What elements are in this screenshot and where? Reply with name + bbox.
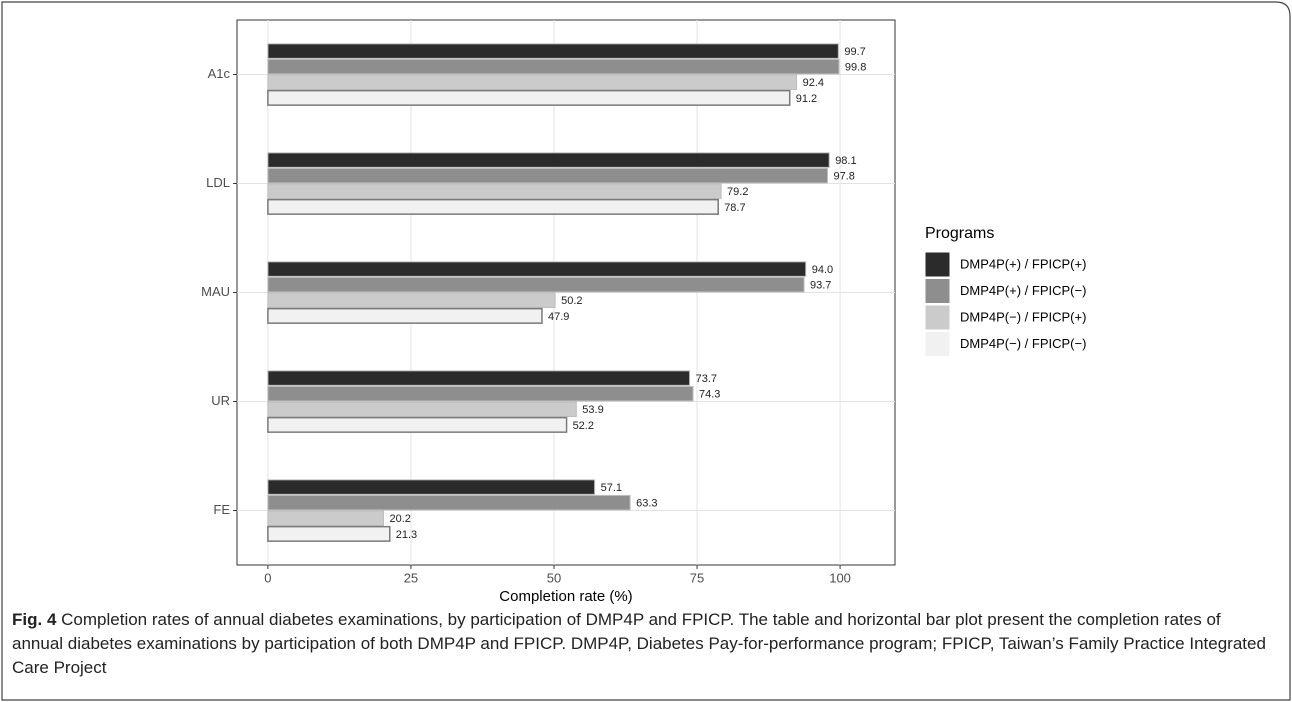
value-label: 53.9: [582, 404, 603, 416]
x-tick-label: 0: [264, 570, 271, 585]
bar: [267, 74, 798, 91]
x-tick-label: 100: [829, 570, 851, 585]
value-label: 92.4: [803, 77, 824, 89]
value-label: 97.8: [833, 171, 854, 183]
legend-label: DMP4P(+) / FPICP(+): [960, 256, 1086, 271]
value-label: 99.8: [845, 62, 866, 74]
legend-label: DMP4P(−) / FPICP(−): [960, 336, 1086, 351]
bar: [267, 494, 631, 511]
legend-title: Programs: [925, 225, 994, 242]
value-label: 78.7: [724, 202, 745, 214]
legend-key: [924, 331, 951, 357]
x-tick-label: 25: [404, 570, 418, 585]
y-tick-label: A1c: [208, 66, 231, 81]
legend-key: [924, 304, 951, 331]
value-label: 52.2: [573, 420, 594, 432]
y-tick-label: UR: [211, 393, 230, 408]
value-label: 21.3: [396, 529, 417, 541]
value-label: 79.2: [727, 186, 748, 198]
value-label: 74.3: [699, 389, 720, 401]
bar: [267, 370, 691, 386]
bar: [267, 58, 840, 75]
caption-text: Completion rates of annual diabetes exam…: [12, 610, 1266, 677]
bar: [267, 89, 791, 106]
bar: [267, 43, 839, 59]
value-label: 94.0: [812, 264, 833, 276]
bar: [267, 307, 543, 324]
bar: [267, 510, 384, 527]
value-label: 99.7: [844, 46, 865, 58]
legend-label: DMP4P(+) / FPICP(−): [960, 283, 1086, 298]
y-tick-label: MAU: [201, 284, 230, 299]
bar: [267, 401, 577, 418]
value-label: 50.2: [561, 295, 582, 307]
x-tick-label: 75: [690, 570, 704, 585]
bar: [267, 198, 719, 215]
value-label: 47.9: [548, 311, 569, 323]
caption: Fig. 4 Completion rates of annual diabet…: [12, 608, 1274, 680]
value-label: 73.7: [696, 373, 717, 385]
value-label: 93.7: [810, 280, 831, 292]
y-tick-label: LDL: [206, 175, 230, 190]
bar: [267, 276, 805, 293]
value-label: 57.1: [601, 482, 622, 494]
bar: [267, 525, 391, 542]
y-tick-label: FE: [213, 502, 230, 517]
bar: [267, 152, 830, 168]
bar: [267, 292, 556, 309]
value-label: 91.2: [796, 93, 817, 105]
value-label: 63.3: [636, 498, 657, 510]
bar: [267, 385, 694, 402]
bar: [267, 416, 568, 433]
x-tick-label: 50: [547, 570, 561, 585]
bar: [267, 167, 828, 184]
legend-label: DMP4P(−) / FPICP(+): [960, 309, 1086, 324]
legend-key: [924, 251, 951, 278]
value-label: 20.2: [389, 513, 410, 525]
x-axis-title: Completion rate (%): [499, 588, 632, 605]
bar: [267, 261, 807, 277]
value-label: 98.1: [835, 155, 856, 167]
bar: [267, 183, 722, 200]
caption-label: Fig. 4: [12, 610, 57, 629]
bar: [267, 479, 596, 495]
legend-key: [924, 278, 951, 304]
